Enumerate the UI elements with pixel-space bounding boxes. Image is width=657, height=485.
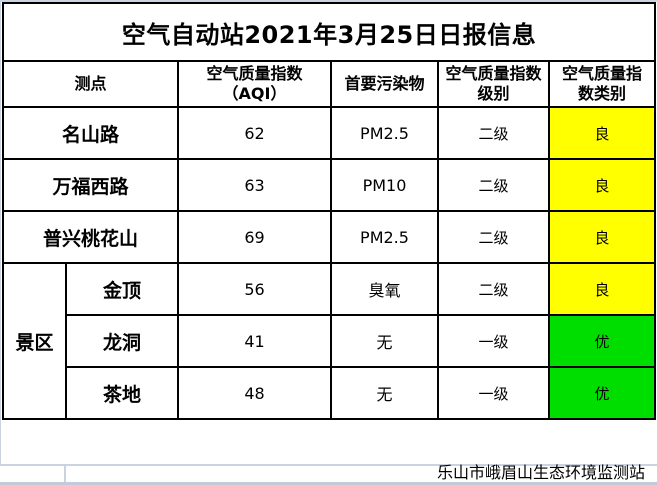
station-name: 名山路	[2, 106, 179, 160]
station-name: 茶地	[65, 366, 179, 420]
title-row: 空气自动站2021年3月25日日报信息	[1, 2, 657, 62]
header-category: 空气质量指 数类别	[547, 60, 657, 108]
aqi-value: 48	[177, 366, 332, 420]
pollutant-value: PM2.5	[330, 210, 439, 264]
pollutant-value: 臭氧	[330, 262, 439, 316]
level-value: 二级	[437, 106, 550, 160]
pollutant-value: 无	[330, 366, 439, 420]
pollutant-value: 无	[330, 314, 439, 368]
table-row: 名山路 62 PM2.5 二级 良	[2, 106, 657, 160]
table-row: 龙洞 41 无 一级 优	[3, 314, 657, 368]
footer-row-top-gridline	[0, 464, 657, 466]
category-value: 优	[547, 314, 657, 368]
header-station: 测点	[2, 60, 179, 108]
station-name: 金顶	[65, 262, 179, 316]
table-row: 普兴桃花山 69 PM2.5 二级 良	[2, 210, 657, 264]
header-pollutant: 首要污染物	[330, 60, 439, 108]
report-title: 空气自动站2021年3月25日日报信息	[1, 2, 657, 62]
table-row: 万福西路 63 PM10 二级 良	[2, 158, 657, 212]
level-value: 二级	[437, 210, 550, 264]
gridline-top	[0, 0, 657, 2]
aqi-value: 69	[177, 210, 332, 264]
table-row: 茶地 48 无 一级 优	[3, 366, 657, 420]
station-name: 龙洞	[65, 314, 179, 368]
header-row: 测点 空气质量指数 （AQI） 首要污染物 空气质量指数 级别 空气质量指 数类…	[2, 60, 657, 108]
header-aqi: 空气质量指数 （AQI）	[177, 60, 332, 108]
category-value: 良	[547, 106, 657, 160]
pollutant-value: PM2.5	[330, 106, 439, 160]
level-value: 一级	[437, 366, 550, 420]
aqi-value: 63	[177, 158, 332, 212]
pollutant-value: PM10	[330, 158, 439, 212]
aqi-value: 56	[177, 262, 332, 316]
footer-column-gridline	[64, 464, 66, 483]
station-group-label: 景区	[2, 262, 67, 420]
gridline-left	[0, 0, 1, 465]
aqi-value: 62	[177, 106, 332, 160]
level-value: 二级	[437, 158, 550, 212]
header-level: 空气质量指数 级别	[437, 60, 550, 108]
station-name: 普兴桃花山	[2, 210, 179, 264]
level-value: 一级	[437, 314, 550, 368]
category-value: 良	[547, 262, 657, 316]
level-value: 二级	[437, 262, 550, 316]
aqi-value: 41	[177, 314, 332, 368]
air-quality-table: 空气自动站2021年3月25日日报信息 测点 空气质量指数 （AQI） 首要污染…	[1, 2, 657, 420]
table-row: 景区 金顶 56 臭氧 二级 良	[2, 262, 657, 420]
footer-row-bottom-gridline	[0, 482, 657, 485]
category-value: 良	[547, 158, 657, 212]
category-value: 良	[547, 210, 657, 264]
station-name: 万福西路	[2, 158, 179, 212]
gridline-right	[655, 0, 656, 58]
monitoring-station-signature: 乐山市峨眉山生态环境监测站	[436, 463, 645, 482]
category-value: 优	[547, 366, 657, 420]
